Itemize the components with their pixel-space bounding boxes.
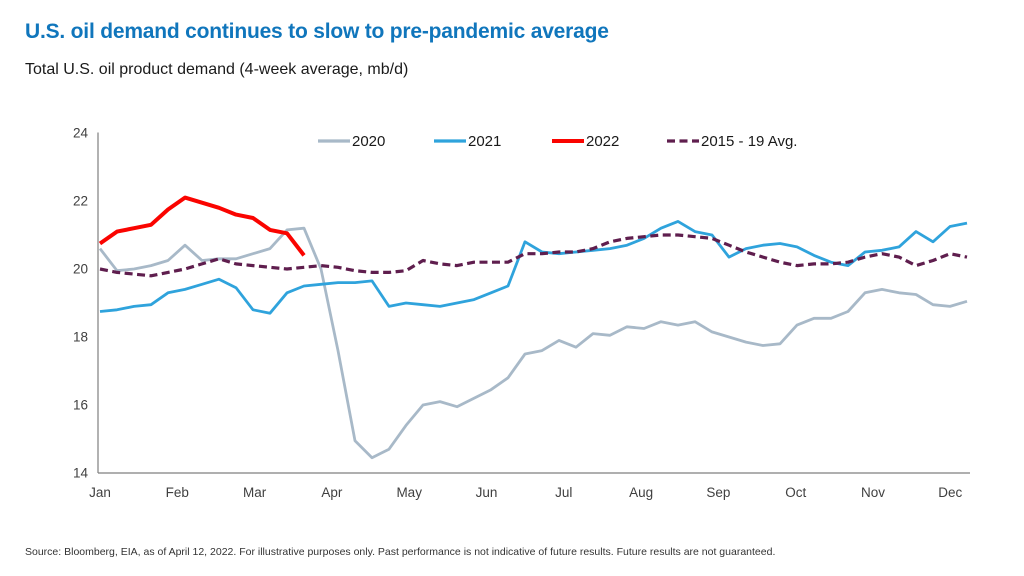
x-tick-label-aug: Aug <box>629 485 653 500</box>
x-tick-label-jun: Jun <box>476 485 498 500</box>
x-axis-month-labels: Jan Feb Mar Apr May Jun Jul Aug Sep Oct Nov Dec <box>89 485 962 500</box>
x-tick-label-oct: Oct <box>785 485 806 500</box>
y-axis-tick-labels: 14 16 18 20 22 24 <box>73 126 89 481</box>
chart-legend: 2020 2021 2022 2015 - 19 Avg. <box>318 133 797 150</box>
x-tick-label-dec: Dec <box>938 485 962 500</box>
legend-label-2021: 2021 <box>468 133 501 150</box>
y-tick-label: 20 <box>73 262 88 277</box>
series-line-2022 <box>98 195 306 257</box>
page-title: U.S. oil demand continues to slow to pre… <box>25 20 609 43</box>
y-tick-label: 24 <box>73 126 89 141</box>
x-tick-label-apr: Apr <box>321 485 343 500</box>
x-tick-label-feb: Feb <box>166 485 189 500</box>
x-tick-label-nov: Nov <box>861 485 885 500</box>
x-tick-label-jul: Jul <box>555 485 572 500</box>
series-line-2015-19-avg- <box>99 233 968 278</box>
series-line-2020 <box>98 226 968 460</box>
chart-subtitle: Total U.S. oil product demand (4-week av… <box>25 61 409 78</box>
legend-label-2020: 2020 <box>352 133 385 150</box>
x-tick-label-sep: Sep <box>706 485 730 500</box>
y-tick-label: 22 <box>73 194 88 209</box>
y-tick-label: 18 <box>73 330 88 345</box>
source-note: Source: Bloomberg, EIA, as of April 12, … <box>25 546 776 558</box>
x-tick-label-mar: Mar <box>243 485 267 500</box>
y-tick-label: 16 <box>73 398 88 413</box>
legend-label-2022: 2022 <box>586 133 619 150</box>
x-tick-label-may: May <box>396 485 422 500</box>
chart-series-lines <box>98 195 968 460</box>
x-tick-label-jan: Jan <box>89 485 111 500</box>
legend-label-2015-19-avg-: 2015 - 19 Avg. <box>701 133 797 150</box>
series-line-2021 <box>99 219 968 315</box>
y-tick-label: 14 <box>73 466 89 481</box>
